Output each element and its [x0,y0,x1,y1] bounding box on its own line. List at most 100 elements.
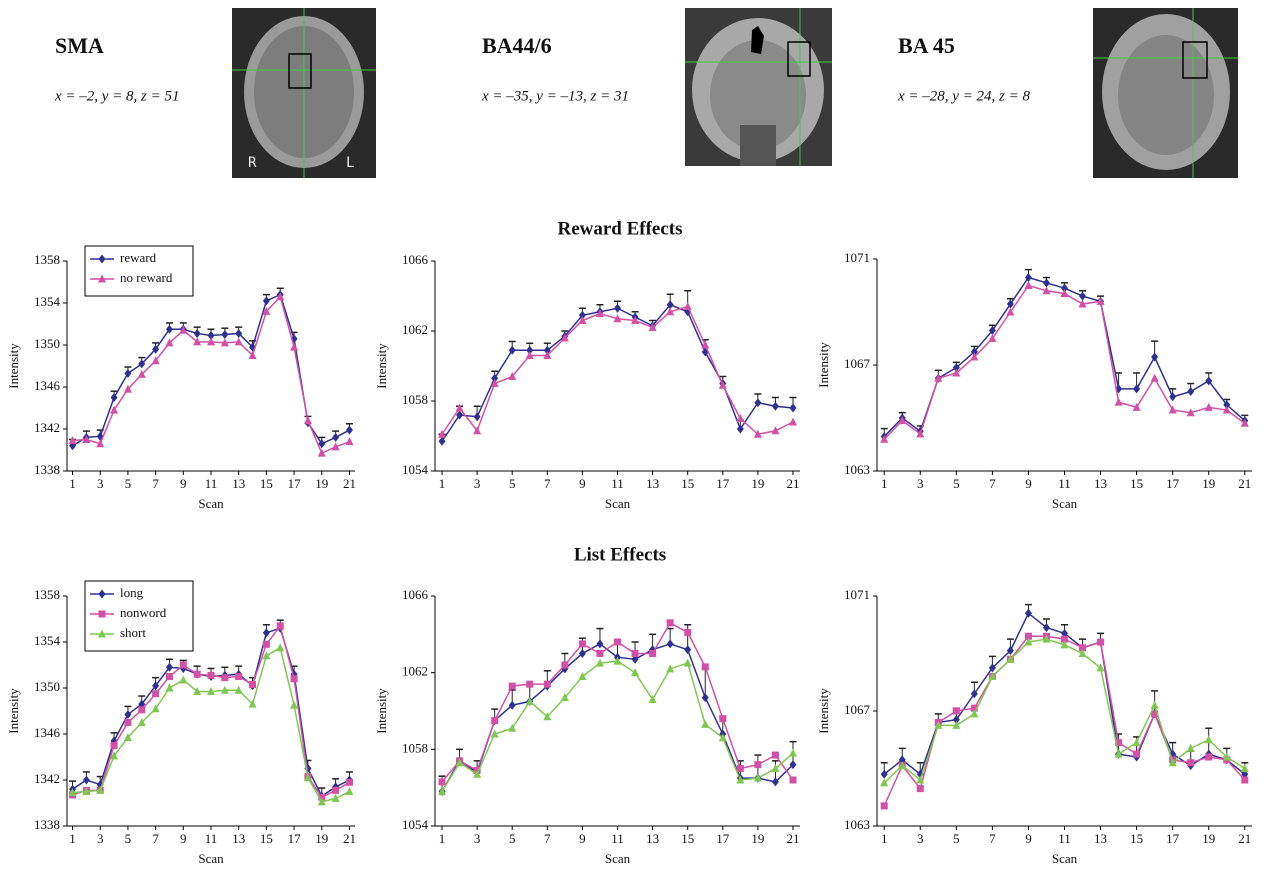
marker [317,797,326,806]
marker [970,352,979,361]
x-tick-label: 1 [69,476,76,491]
marker [614,303,621,313]
marker [1042,278,1050,288]
marker [683,302,692,310]
marker [1061,635,1068,643]
marker [1024,637,1033,646]
marker [345,437,354,446]
marker [970,347,978,357]
x-axis-label: Scan [605,851,631,866]
legend-box [84,245,194,297]
legend-label: long [120,585,144,600]
marker [1114,397,1123,406]
marker [317,448,326,457]
marker [193,337,202,346]
marker [318,793,326,801]
x-tick-label: 11 [611,831,624,846]
marker [1042,286,1051,295]
marker [916,429,925,438]
y-tick-label: 1067 [844,356,871,371]
y-tick-label: 1063 [844,462,870,477]
marker [290,342,299,351]
marker [701,340,710,349]
x-axis-label: Scan [1052,496,1078,511]
marker [934,373,943,382]
marker [165,673,173,680]
region-coords: x = –28, y = 24, z = 8 [897,88,1031,104]
x-tick-label: 7 [152,831,159,846]
marker [631,316,640,324]
marker [1186,408,1195,417]
marker [596,650,604,657]
marker [1222,405,1231,414]
y-tick-label: 1066 [402,587,429,602]
marker [1169,392,1177,402]
region-coords: x = –2, y = 8, z = 51 [54,88,180,104]
legend-label: reward [120,250,157,265]
image-label: R [248,155,257,171]
marker [165,338,174,347]
marker [631,650,639,657]
marker [1078,299,1087,308]
x-tick-label: 3 [917,476,924,491]
marker [96,785,105,794]
section-title: Reward Effects [557,218,682,239]
x-tick-label: 1 [439,476,446,491]
y-axis-label: Intensity [374,688,389,734]
marker [684,645,692,655]
x-tick-label: 1 [69,831,76,846]
marker [880,769,888,779]
x-tick-label: 1 [439,831,446,846]
x-tick-label: 3 [917,831,924,846]
x-tick-label: 11 [1058,831,1071,846]
marker [525,696,534,705]
series-line [72,624,350,799]
x-tick-label: 17 [288,831,302,846]
marker [1006,654,1015,663]
x-tick-label: 5 [953,831,960,846]
y-tick-label: 1058 [402,740,428,755]
marker [934,720,943,729]
marker [1096,296,1105,305]
marker [82,775,90,785]
marker [235,328,243,338]
x-axis-label: Scan [198,851,224,866]
y-tick-label: 1346 [34,378,61,393]
x-tick-label: 15 [681,831,694,846]
x-tick-label: 5 [125,831,132,846]
marker [331,793,340,802]
marker [578,672,587,680]
marker [560,333,569,342]
x-tick-label: 5 [953,476,960,491]
y-tick-label: 1346 [34,725,61,740]
region-name: BA 45 [898,33,955,58]
x-tick-label: 9 [579,831,586,846]
marker [262,306,271,315]
marker [508,700,516,710]
x-tick-label: 19 [751,476,764,491]
marker [455,403,464,412]
x-tick-label: 13 [646,831,659,846]
x-tick-label: 5 [125,476,132,491]
marker [666,664,675,673]
y-tick-label: 1062 [402,322,428,337]
marker [952,715,960,725]
marker [235,673,243,680]
marker [1006,307,1015,316]
marker [290,700,299,709]
x-axis-label: Scan [198,496,224,511]
marker [438,778,446,786]
x-tick-label: 9 [1025,831,1032,846]
marker [1079,291,1087,301]
marker [988,326,996,336]
marker [152,690,160,698]
x-tick-label: 7 [989,476,996,491]
marker [221,674,229,682]
x-tick-label: 15 [681,476,694,491]
x-tick-label: 11 [205,831,218,846]
marker [473,412,481,422]
marker [771,426,780,435]
marker [525,351,534,359]
